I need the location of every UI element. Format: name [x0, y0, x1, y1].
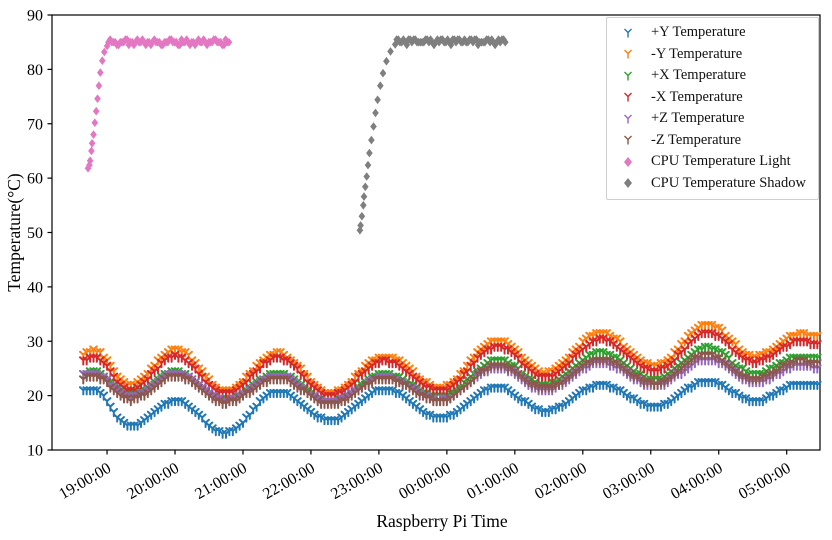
diamond-marker-icon	[624, 178, 632, 189]
tri-down-marker-icon	[624, 49, 632, 59]
series-cpu-temperature-shadow	[356, 35, 509, 235]
x-tick-label: 22:00:00	[260, 460, 318, 503]
legend-label: CPU Temperature Light	[651, 153, 791, 170]
legend: +Y Temperature -Y Temperature +X Tempera…	[606, 17, 819, 200]
x-tick-label: 01:00:00	[464, 460, 522, 503]
x-tick-label: 23:00:00	[328, 460, 386, 503]
y-axis-label: Temperature(°C)	[4, 173, 24, 292]
diamond-marker-icon	[624, 156, 632, 167]
legend-item-plus-z: +Z Temperature	[607, 108, 818, 130]
legend-label: -Y Temperature	[651, 45, 743, 62]
legend-item-cpu-light: CPU Temperature Light	[607, 151, 818, 173]
tri-down-marker-icon	[624, 114, 632, 124]
y-tick-label: 50	[27, 225, 43, 242]
legend-label: CPU Temperature Shadow	[651, 174, 806, 191]
y-tick-label: 90	[27, 8, 43, 25]
legend-label: +X Temperature	[651, 67, 747, 84]
legend-item-minus-z: -Z Temperature	[607, 130, 818, 152]
tri-down-marker-icon	[624, 135, 632, 145]
legend-item-plus-x: +X Temperature	[607, 65, 818, 87]
x-axis-label: Raspberry Pi Time	[376, 511, 507, 531]
legend-item-plus-y: +Y Temperature	[607, 22, 818, 44]
tri-down-marker-icon	[624, 71, 632, 81]
x-tick-label: 02:00:00	[532, 460, 590, 503]
y-tick-label: 40	[27, 279, 43, 296]
legend-label: +Y Temperature	[651, 24, 746, 41]
x-tick-label: 04:00:00	[668, 460, 726, 503]
legend-label: -X Temperature	[651, 88, 743, 105]
x-tick-label: 00:00:00	[396, 460, 454, 503]
tri-down-marker-icon	[624, 28, 632, 38]
x-tick-label: 19:00:00	[56, 460, 114, 503]
tri-down-marker-icon	[624, 92, 632, 102]
series--x-temperature	[79, 329, 822, 401]
legend-item-minus-x: -X Temperature	[607, 87, 818, 109]
y-tick-label: 80	[27, 62, 43, 79]
y-tick-label: 70	[27, 116, 43, 133]
series--z-temperature	[79, 350, 822, 409]
y-tick-label: 30	[27, 334, 43, 351]
y-tick-label: 10	[27, 443, 43, 460]
x-tick-label: 03:00:00	[600, 460, 658, 503]
series-+y-temperature	[79, 378, 822, 439]
x-tick-label: 05:00:00	[736, 460, 794, 503]
x-tick-label: 20:00:00	[124, 460, 182, 503]
legend-item-cpu-shadow: CPU Temperature Shadow	[607, 173, 818, 195]
legend-label: +Z Temperature	[651, 110, 745, 127]
y-tick-label: 60	[27, 171, 43, 188]
y-tick-label: 20	[27, 388, 43, 405]
legend-item-minus-y: -Y Temperature	[607, 44, 818, 66]
x-tick-label: 21:00:00	[192, 460, 250, 503]
series-cpu-temperature-light	[84, 35, 233, 173]
legend-label: -Z Temperature	[651, 131, 742, 148]
